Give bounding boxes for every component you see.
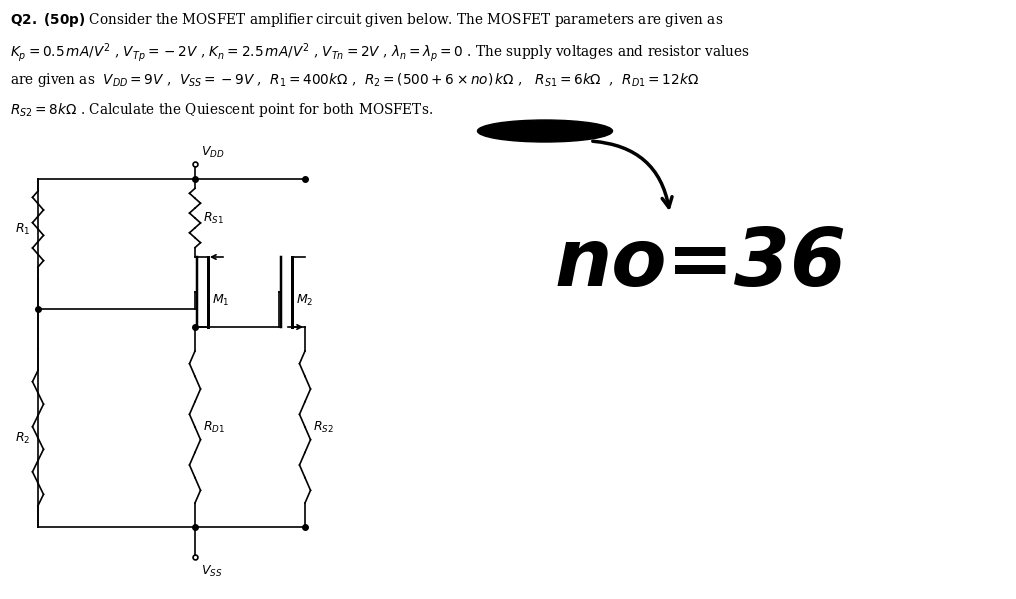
Text: $\mathbf{Q2.\ (50p)}$ Consider the MOSFET amplifier circuit given below. The MOS: $\mathbf{Q2.\ (50p)}$ Consider the MOSFE… (10, 11, 723, 29)
Text: $M_2$: $M_2$ (296, 292, 313, 307)
Text: are given as  $V_{DD} = 9V$ ,  $V_{SS} = -9V$ ,  $R_1 = 400k\Omega$ ,  $R_2 = (5: are given as $V_{DD} = 9V$ , $V_{SS} = -… (10, 71, 699, 89)
Text: $V_{DD}$: $V_{DD}$ (201, 145, 225, 160)
Text: $R_{S2} = 8k\Omega$ . Calculate the Quiescent point for both MOSFETs.: $R_{S2} = 8k\Omega$ . Calculate the Quie… (10, 101, 433, 119)
Text: no=36: no=36 (555, 225, 847, 303)
Text: $M_1$: $M_1$ (212, 292, 230, 307)
Ellipse shape (478, 120, 613, 142)
Text: $V_{SS}$: $V_{SS}$ (201, 564, 223, 579)
Text: $R_{S1}$: $R_{S1}$ (203, 210, 224, 226)
Text: $R_2$: $R_2$ (14, 431, 30, 446)
Text: $R_{S2}$: $R_{S2}$ (313, 419, 334, 434)
Text: $R_{D1}$: $R_{D1}$ (203, 419, 226, 434)
Text: $K_p = 0.5\,mA/V^2$ , $V_{Tp} = -2V$ , $K_n = 2.5\,mA/V^2$ , $V_{Tn} = 2V$ , $\l: $K_p = 0.5\,mA/V^2$ , $V_{Tp} = -2V$ , $… (10, 41, 750, 64)
Text: $R_1$: $R_1$ (14, 222, 30, 237)
